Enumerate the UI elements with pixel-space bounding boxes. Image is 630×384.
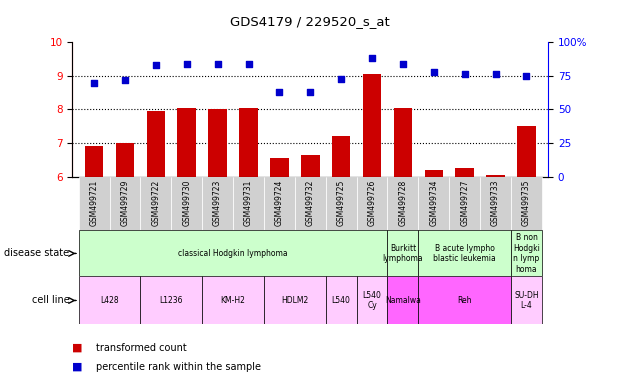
Text: GSM499722: GSM499722 — [151, 179, 161, 225]
Point — [429, 69, 439, 75]
Text: GSM499730: GSM499730 — [182, 179, 192, 226]
Bar — [301, 155, 319, 177]
FancyBboxPatch shape — [202, 276, 264, 324]
Bar — [332, 136, 350, 177]
Point — [398, 61, 408, 67]
Text: GSM499731: GSM499731 — [244, 179, 253, 226]
Bar — [178, 108, 196, 177]
Point — [274, 89, 284, 95]
FancyBboxPatch shape — [480, 177, 511, 230]
Text: classical Hodgkin lymphoma: classical Hodgkin lymphoma — [178, 249, 288, 258]
Point — [491, 71, 501, 78]
Bar — [425, 170, 443, 177]
Text: KM-H2: KM-H2 — [220, 296, 246, 305]
Bar — [85, 146, 103, 177]
Point — [460, 71, 470, 78]
FancyBboxPatch shape — [511, 230, 542, 276]
FancyBboxPatch shape — [418, 177, 449, 230]
FancyBboxPatch shape — [110, 177, 140, 230]
Text: Reh: Reh — [457, 296, 472, 305]
FancyBboxPatch shape — [511, 177, 542, 230]
Point — [120, 77, 130, 83]
Text: B non
Hodgki
n lymp
homa: B non Hodgki n lymp homa — [513, 233, 540, 273]
FancyBboxPatch shape — [202, 177, 233, 230]
Text: HDLM2: HDLM2 — [281, 296, 309, 305]
Bar — [209, 109, 227, 177]
Bar — [116, 143, 134, 177]
Text: percentile rank within the sample: percentile rank within the sample — [96, 362, 261, 372]
Text: GSM499726: GSM499726 — [367, 179, 377, 226]
FancyBboxPatch shape — [387, 230, 418, 276]
FancyBboxPatch shape — [418, 230, 511, 276]
Bar — [363, 74, 381, 177]
Bar — [455, 168, 474, 177]
FancyBboxPatch shape — [326, 276, 357, 324]
Point — [181, 61, 192, 67]
Point — [151, 62, 161, 68]
FancyBboxPatch shape — [264, 276, 326, 324]
FancyBboxPatch shape — [79, 230, 387, 276]
Point — [522, 73, 532, 79]
Text: cell line: cell line — [32, 295, 69, 306]
Bar — [517, 126, 536, 177]
Point — [243, 61, 253, 67]
Text: GSM499735: GSM499735 — [522, 179, 531, 226]
FancyBboxPatch shape — [79, 177, 110, 230]
FancyBboxPatch shape — [418, 276, 511, 324]
Text: disease state: disease state — [4, 248, 69, 258]
FancyBboxPatch shape — [79, 276, 140, 324]
FancyBboxPatch shape — [357, 177, 387, 230]
Text: Burkitt
lymphoma: Burkitt lymphoma — [382, 244, 423, 263]
Bar — [486, 175, 505, 177]
Point — [89, 79, 99, 86]
FancyBboxPatch shape — [449, 177, 480, 230]
Text: ■: ■ — [72, 343, 83, 353]
Text: transformed count: transformed count — [96, 343, 187, 353]
Text: GSM499723: GSM499723 — [213, 179, 222, 226]
Point — [212, 61, 222, 67]
Bar — [239, 108, 258, 177]
FancyBboxPatch shape — [171, 177, 202, 230]
Text: GSM499728: GSM499728 — [398, 179, 408, 225]
Text: L1236: L1236 — [159, 296, 183, 305]
Text: GSM499725: GSM499725 — [336, 179, 346, 226]
Text: GSM499721: GSM499721 — [89, 179, 98, 225]
FancyBboxPatch shape — [233, 177, 264, 230]
Point — [306, 89, 316, 95]
FancyBboxPatch shape — [264, 177, 295, 230]
Point — [367, 55, 377, 61]
Text: L428: L428 — [100, 296, 119, 305]
FancyBboxPatch shape — [511, 276, 542, 324]
Text: GSM499724: GSM499724 — [275, 179, 284, 226]
Bar — [270, 158, 289, 177]
FancyBboxPatch shape — [387, 276, 418, 324]
Text: GSM499733: GSM499733 — [491, 179, 500, 226]
Text: GSM499729: GSM499729 — [120, 179, 129, 226]
Text: GSM499727: GSM499727 — [460, 179, 469, 226]
Point — [336, 76, 346, 82]
FancyBboxPatch shape — [387, 177, 418, 230]
Text: L540: L540 — [332, 296, 351, 305]
Text: B acute lympho
blastic leukemia: B acute lympho blastic leukemia — [433, 244, 496, 263]
FancyBboxPatch shape — [140, 276, 202, 324]
Text: Namalwa: Namalwa — [385, 296, 421, 305]
FancyBboxPatch shape — [295, 177, 326, 230]
Bar — [147, 111, 165, 177]
FancyBboxPatch shape — [326, 177, 357, 230]
Text: SU-DH
L-4: SU-DH L-4 — [514, 291, 539, 310]
Bar — [394, 108, 412, 177]
Text: GSM499734: GSM499734 — [429, 179, 438, 226]
Text: GDS4179 / 229520_s_at: GDS4179 / 229520_s_at — [231, 15, 390, 28]
Text: L540
Cy: L540 Cy — [363, 291, 382, 310]
Text: GSM499732: GSM499732 — [306, 179, 315, 226]
FancyBboxPatch shape — [140, 177, 171, 230]
FancyBboxPatch shape — [357, 276, 387, 324]
Text: ■: ■ — [72, 362, 83, 372]
